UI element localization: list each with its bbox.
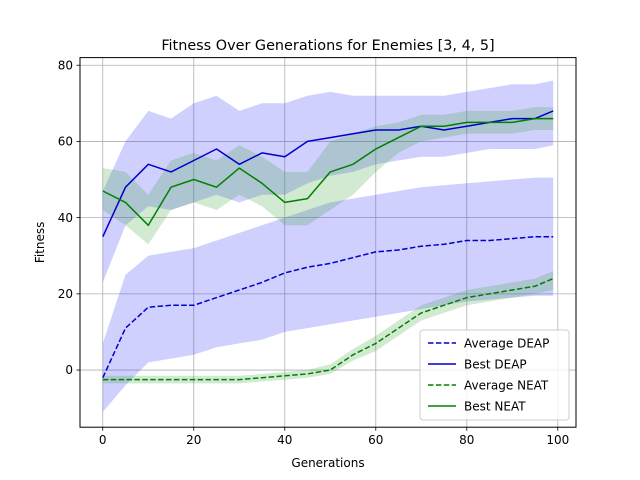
- legend-label: Average DEAP: [464, 336, 549, 350]
- x-tick-label: 60: [368, 433, 383, 447]
- y-axis-label: Fitness: [33, 222, 47, 264]
- legend: Average DEAP Best DEAP Average NEAT Best NE…: [419, 329, 570, 421]
- series-line-0: [102, 235, 554, 379]
- x-tick-label: 40: [277, 433, 292, 447]
- y-tick-label: 20: [58, 287, 73, 301]
- x-tick-label: 0: [99, 433, 107, 447]
- band-0: [102, 177, 554, 412]
- series-line-1: [102, 110, 554, 238]
- legend-box: [419, 329, 570, 421]
- line-layer: [102, 110, 554, 381]
- plot-frame: [79, 57, 577, 428]
- x-axis: 0 20 40 60 80 100: [99, 427, 569, 447]
- grid-layer: [80, 57, 576, 428]
- band-2: [102, 271, 554, 384]
- y-tick-label: 80: [58, 58, 73, 72]
- y-tick-label: 40: [58, 211, 73, 225]
- chart-title: Fitness Over Generations for Enemies [3,…: [161, 38, 494, 54]
- y-tick-label: 0: [65, 363, 73, 377]
- y-tick-label: 60: [58, 135, 73, 149]
- legend-label: Best DEAP: [464, 357, 527, 371]
- x-tick-label: 100: [546, 433, 569, 447]
- x-axis-label: Generations: [291, 456, 364, 470]
- series-line-2: [102, 277, 554, 381]
- x-tick-label: 20: [186, 433, 201, 447]
- x-tick-label: 80: [459, 433, 474, 447]
- y-axis: 0 20 40 60 80: [58, 58, 80, 377]
- band-1: [102, 80, 554, 283]
- series-line-3: [102, 117, 554, 227]
- legend-label: Best NEAT: [464, 399, 526, 413]
- legend-label: Average NEAT: [464, 378, 549, 392]
